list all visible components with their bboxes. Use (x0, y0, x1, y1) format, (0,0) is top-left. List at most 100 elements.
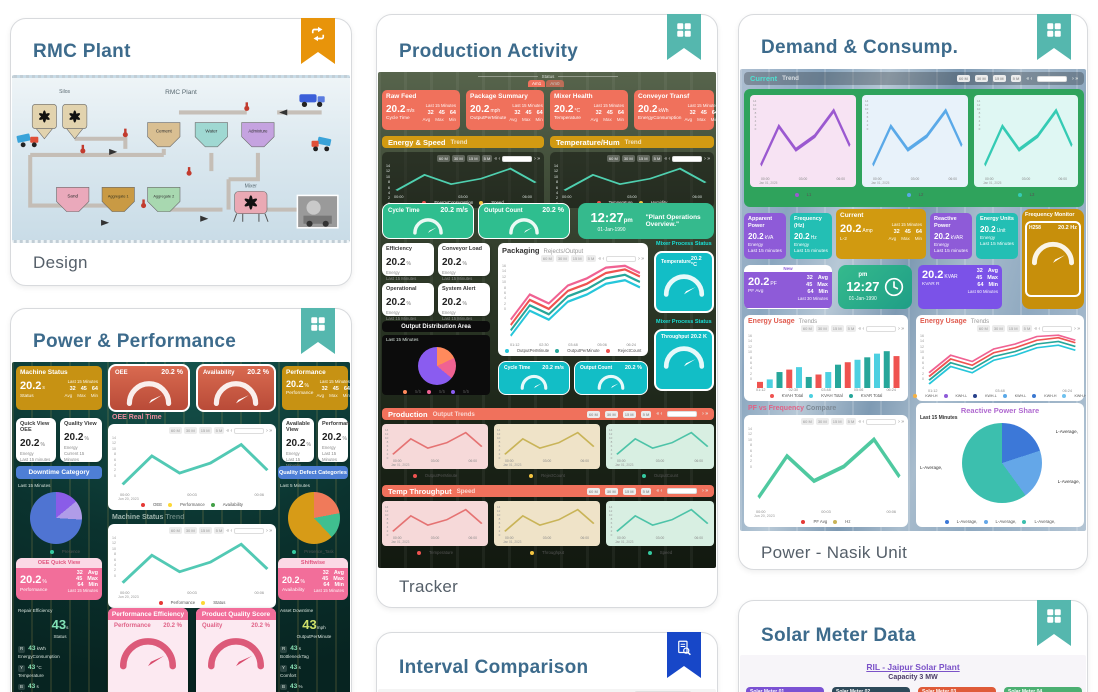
chart-search-input[interactable] (866, 418, 897, 425)
water-truck-icon (299, 94, 325, 107)
chart-search-input[interactable] (866, 325, 897, 332)
card-title: Power & Performance (33, 331, 237, 352)
silos-label: Silos (59, 89, 70, 95)
gauge-title: Availability (203, 369, 235, 376)
rmc-plant-diagram: RMC Plant Silos (16, 89, 339, 229)
card-title: Demand & Consump. (761, 37, 959, 58)
apparent-power-card: Apparent Power 20.2kVA Energy Last 15 min… (744, 213, 786, 259)
energy-units-card: Energy Units 20.2Unit Energy Last 15 Minu… (976, 213, 1018, 259)
stat-title: Machine Status (20, 369, 68, 376)
mini-chart-reject: 14 12 10 8 6 4 2 0 00:00 03:00 06:00 Jan 01… (494, 424, 600, 469)
kvar-card: 20.2KVAR KVAR R 32 Avg 45 Max 64 Min Last 60 Mi… (918, 265, 1002, 309)
phase-charts-panel: 14 12 10 8 6 4 2 0 00:00 03:00 06:00 Jan 01… (744, 89, 1084, 207)
card-rmc-plant[interactable]: RMC Plant RMC Plant Silos (10, 18, 352, 286)
mixer-process-status-label: Mixer Process Status (656, 319, 712, 325)
chart-search-input[interactable] (234, 527, 265, 534)
temperature-hum-banner: Temperature/Hum Trend (550, 136, 714, 148)
card-interval-comparison[interactable]: Interval Comparison (376, 632, 718, 692)
card-production-activity[interactable]: Production Activity Status Am1 Am0 Raw Fe… (376, 14, 718, 608)
gauge-icon (661, 270, 707, 300)
clock-icon (884, 277, 904, 297)
asset-tabs[interactable]: Am1 Am0 (528, 80, 564, 87)
mini-legend: RejectCount (494, 473, 600, 478)
gauge-icon (204, 634, 268, 672)
mini-legend: Throughput (494, 550, 600, 555)
energy-speed-banner: Energy & Speed Trend (382, 136, 544, 148)
efficiency-card: Efficiency 20.2% Energy Last 15 Minutes (382, 243, 434, 281)
hopper-label: Cement (156, 129, 173, 134)
card-title: Solar Meter Data (761, 625, 916, 646)
chart-search-input[interactable] (1042, 325, 1073, 332)
card-solar-meter-data[interactable]: Solar Meter Data RIL - Jaipur Solar Plan… (738, 600, 1088, 692)
bookmark-ribbon[interactable] (301, 308, 335, 354)
shiftwise-pink-card: Shiftwise 20.2% Availability 32 Avg 45 Max 64… (278, 558, 348, 600)
demand-clock-card: pm 12:27 01-Jan-1990 (838, 265, 912, 309)
dashboard-grid-icon (675, 21, 693, 39)
power-performance-preview[interactable]: Machine Status 20.2s Status Last 15 Minut… (12, 362, 350, 692)
mini-legend: OutputPerMinute (382, 473, 488, 478)
hopper-aggregate1: Aggregate 1 (101, 187, 135, 212)
fan-icon (39, 110, 50, 123)
card-power-performance[interactable]: Power & Performance Machine Status 20.2s… (10, 308, 352, 692)
bookmark-ribbon[interactable] (667, 14, 701, 60)
report-search-icon (675, 639, 693, 657)
asset-downtime-list: Asset Downtime 43mph OutputPerMinute R 43 … (280, 608, 332, 692)
chart-search-input[interactable] (234, 427, 265, 434)
line-series (614, 505, 711, 536)
chart-search-input[interactable] (672, 155, 703, 162)
gauge-title: OEE (115, 369, 128, 376)
card-footer-label: Power - Nasik Unit (761, 543, 908, 562)
quality-view-card: Quality View 20.2% Energy Current 15 Minu… (60, 418, 102, 462)
card-footer-label: Tracker (399, 577, 459, 596)
chart-search-input[interactable] (667, 411, 698, 417)
line-series (754, 427, 904, 510)
chart-legend: KVAH Total KVAH Total KVAR Total (748, 393, 904, 398)
operational-card: Operational 20.2% Energy Last 15 Minutes (382, 283, 434, 321)
line-series (560, 164, 710, 195)
bookmark-ribbon[interactable] (1037, 14, 1071, 60)
dashboard-grid-icon (1045, 21, 1063, 39)
gauge-icon (661, 342, 707, 372)
chart-search-input[interactable] (502, 155, 533, 162)
output-pie-chart (418, 347, 456, 385)
hopper-label: Water (205, 129, 217, 134)
mini-chart-speed: 14 12 10 8 6 4 2 0 00:00 03:00 06:00 Jan 01… (606, 501, 714, 546)
window-label: Last 5 Minutes (280, 483, 310, 488)
bar-series (754, 334, 904, 388)
range-button[interactable]: 60 M (168, 427, 182, 434)
output-count-teal-gauge: Output Count 20.2 % (574, 361, 648, 395)
solar-meter-preview[interactable]: RIL - Jaipur Solar Plant Capacity 3 MW S… (740, 655, 1086, 692)
mini-chart-output: 14 12 10 8 6 4 2 0 00:00 03:00 06:00 Jan 01… (382, 424, 488, 469)
plant-clock-card: 12:27pm 01-Jan-1990 "Plant Operations Ove… (578, 203, 714, 239)
pager-next-icon[interactable]: › » (266, 427, 272, 434)
mini-chart-temperature: 14 12 10 8 6 4 2 0 00:00 03:00 06:00 Jan 01… (382, 501, 488, 546)
chart-search-input[interactable] (1037, 75, 1068, 82)
bookmark-ribbon[interactable] (667, 632, 701, 678)
oee-quick-view-pink-card: OEE Quick View 20.2% Performance 32 Avg 45 M… (16, 558, 102, 600)
multi-line-series (926, 334, 1080, 389)
chart-legend: EnergyConsumptionSpeed (386, 200, 540, 205)
availability-gauge-card: Availability 20.2 % (196, 364, 276, 412)
conveyor-load-card: Conveyor Load 20.2% Energy Last 15 Minutes (438, 243, 490, 281)
chart-search-input[interactable] (667, 488, 698, 494)
bookmark-ribbon[interactable] (301, 18, 335, 64)
output-count-gauge: Output Count 20.2 % (478, 203, 570, 239)
pager-prev-icon[interactable]: « ‹ (226, 427, 233, 434)
plant-link[interactable]: RIL - Jaipur Solar Plant (866, 662, 960, 672)
cycle-time-gauge: Cycle Time 20.2 m/s (382, 203, 474, 239)
output-distribution-banner: Output Distribution Area (382, 321, 490, 332)
dump-truck-icon (311, 136, 332, 152)
chart-search-input[interactable] (606, 255, 637, 262)
rmc-plant-preview[interactable]: RMC Plant Silos (12, 75, 350, 243)
raw-feed-card: Raw Feed 20.2m/s Cycle Time Last 15 Minut… (382, 90, 460, 130)
machine-status-card: Machine Status 20.2s Status Last 15 Minut… (16, 366, 102, 410)
bookmark-ribbon[interactable] (1037, 600, 1071, 646)
production-activity-preview[interactable]: Status Am1 Am0 Raw Feed 20.2m/s Cycle Time… (378, 72, 716, 568)
